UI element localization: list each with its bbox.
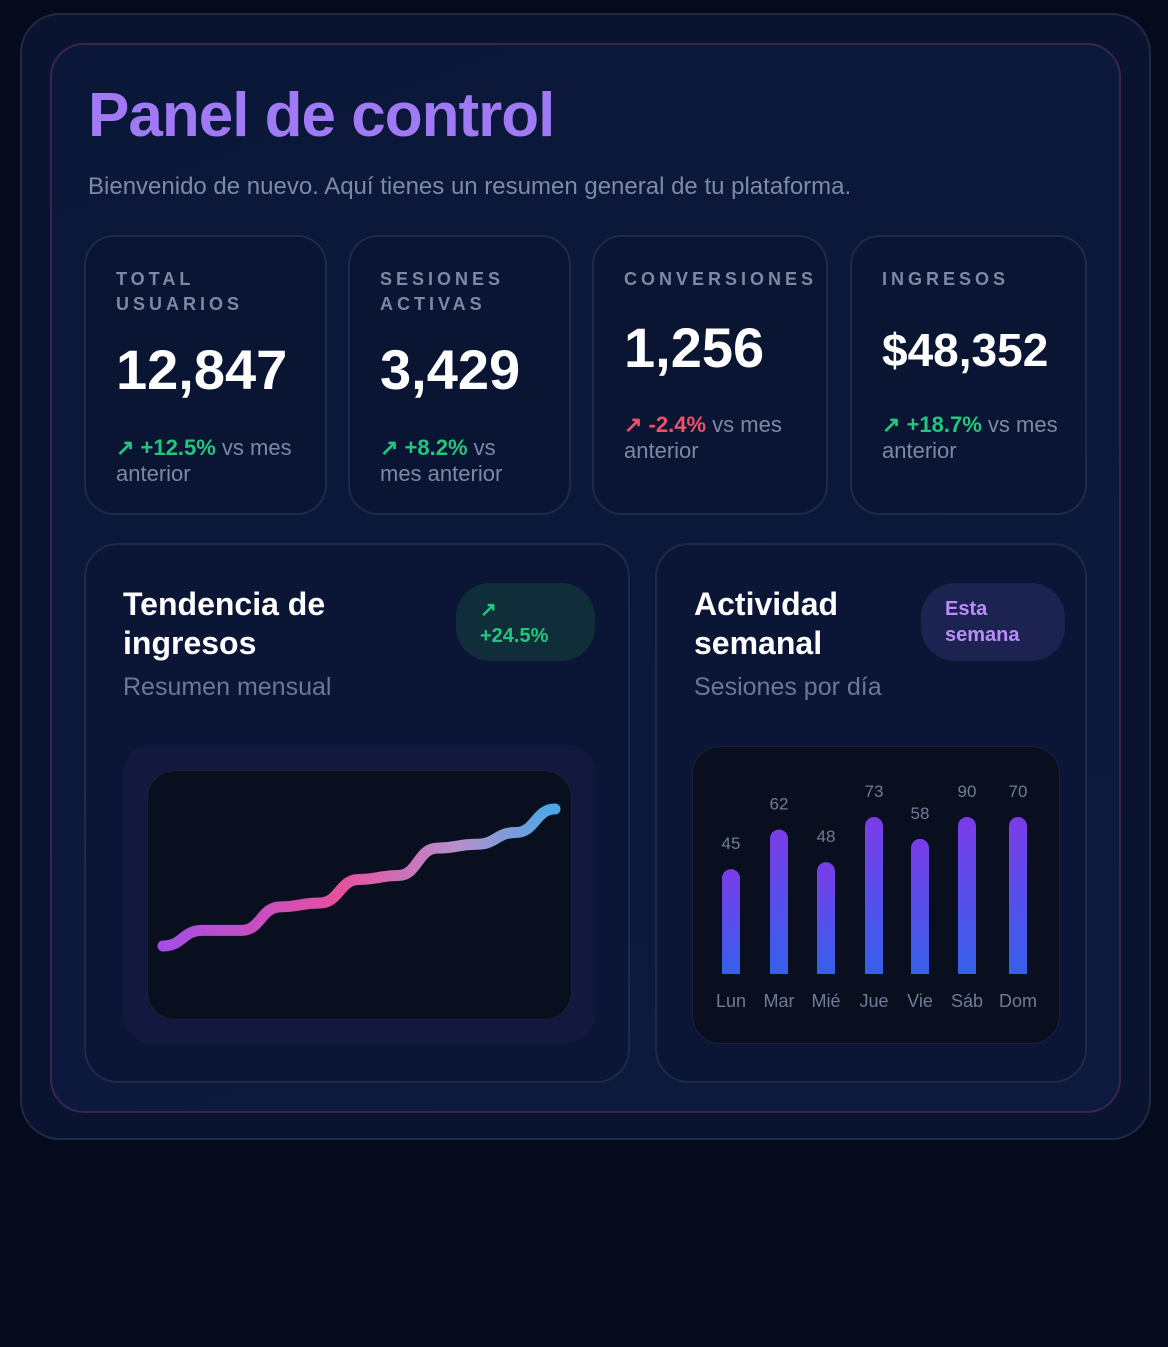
stat-card-users[interactable]: TOTAL USUARIOS 12,847 ↗ +12.5% vs mes an…: [84, 235, 327, 515]
stat-change: ↗ +8.2% vs mes anterior: [380, 435, 503, 486]
revenue-subtitle: Resumen mensual: [123, 673, 332, 701]
bar-category-label: Dom: [999, 991, 1037, 1011]
page-title: Panel de control: [88, 81, 555, 150]
bar-category-label: Vie: [907, 991, 933, 1011]
bar-value-label: 48: [817, 827, 836, 846]
bar-category-label: Sáb: [951, 991, 983, 1011]
bar-Vie: [911, 838, 929, 974]
stat-label: SESIONES ACTIVAS: [380, 269, 505, 314]
bar-value-label: 70: [1009, 782, 1028, 801]
revenue-trend-panel: Tendencia de ingresos Resumen mensual ↗ +…: [84, 543, 630, 1083]
stat-change: ↗ -2.4% vs mes anterior: [624, 412, 782, 463]
bar-Lun: [722, 869, 740, 974]
stat-card-revenue[interactable]: INGRESOS $48,352 ↗ +18.7% vs mes anterio…: [850, 235, 1087, 515]
stat-change: ↗ +12.5% vs mes anterior: [116, 435, 292, 486]
bar-category-label: Jue: [859, 991, 888, 1011]
bar-value-label: 45: [722, 834, 741, 853]
bar-chart: 45 Lun 62 Mar 48 Mié 73 Jue 58 Vie 90 Sáb 70 Dom: [716, 782, 1037, 1011]
bar-Mié: [817, 862, 835, 974]
bar-category-label: Mié: [811, 991, 840, 1011]
bar-category-label: Mar: [764, 991, 795, 1011]
revenue-line: [157, 803, 561, 952]
stat-card-sessions[interactable]: SESIONES ACTIVAS 3,429 ↗ +8.2% vs mes an…: [348, 235, 571, 515]
stat-change: ↗ +18.7% vs mes anterior: [882, 412, 1058, 463]
bar-Jue: [865, 817, 883, 974]
page-subtitle: Bienvenido de nuevo. Aquí tienes un resu…: [88, 173, 852, 200]
line-chart: [157, 803, 561, 952]
activity-subtitle: Sesiones por día: [694, 673, 882, 701]
weekly-activity-panel: Actividad semanal Sesiones por día Esta …: [655, 543, 1087, 1083]
revenue-title: Tendencia de ingresos: [123, 586, 326, 661]
period-badge[interactable]: Esta semana: [921, 583, 1065, 661]
stat-value: 1,256: [624, 316, 765, 379]
line-chart-area: [147, 770, 572, 1020]
bar-category-label: Lun: [716, 991, 746, 1011]
stat-value: 3,429: [380, 338, 521, 401]
bar-Mar: [770, 829, 788, 974]
stat-label: INGRESOS: [882, 269, 1010, 289]
trend-up-icon: ↗: [480, 599, 497, 621]
stat-value: 12,847: [116, 338, 288, 401]
stat-label: CONVERSIONES: [624, 269, 818, 289]
bar-value-label: 62: [770, 795, 789, 814]
bar-value-label: 73: [865, 782, 884, 801]
bar-chart-area: 45 Lun 62 Mar 48 Mié 73 Jue 58 Vie 90 Sáb 70 Dom: [692, 746, 1060, 1044]
bar-value-label: 90: [958, 782, 977, 801]
stat-card-conversions[interactable]: CONVERSIONES 1,256 ↗ -2.4% vs mes anteri…: [592, 235, 828, 515]
bar-Sáb: [958, 817, 976, 974]
bar-Dom: [1009, 817, 1027, 974]
bar-value-label: 58: [911, 804, 930, 823]
activity-title: Actividad semanal: [694, 586, 839, 661]
stat-label: TOTAL USUARIOS: [116, 269, 244, 314]
stat-value: $48,352: [882, 324, 1049, 376]
revenue-growth-badge: ↗ +24.5%: [456, 583, 595, 661]
